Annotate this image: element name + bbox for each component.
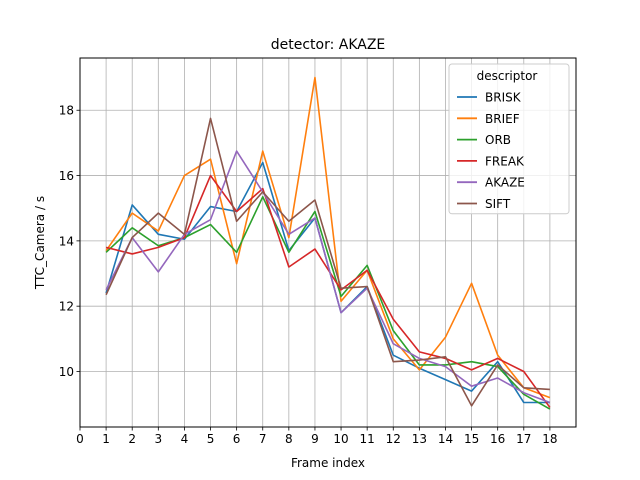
x-tick-label: 4 — [181, 432, 189, 446]
legend-box — [448, 63, 570, 215]
x-tick-label: 6 — [233, 432, 241, 446]
x-tick-label: 0 — [76, 432, 84, 446]
series-line-brief — [105, 76, 551, 399]
x-tick-label: 16 — [490, 432, 505, 446]
legend-label-brief: BRIEF — [485, 112, 520, 126]
plot-frame — [79, 57, 577, 428]
legend-label-akaze: AKAZE — [485, 176, 525, 190]
x-tick-label: 8 — [285, 432, 293, 446]
x-tick-label: 17 — [516, 432, 531, 446]
x-tick-label: 1 — [102, 432, 110, 446]
x-tick-label: 18 — [542, 432, 557, 446]
x-tick-label: 3 — [154, 432, 162, 446]
legend-label-freak: FREAK — [485, 154, 525, 168]
legend-title: descriptor — [477, 69, 538, 83]
x-axis-ticks: 0 1 2 3 4 5 6 7 8 9 10 11 12 13 14 15 16 17 18 — [76, 427, 558, 446]
x-tick-label: 9 — [311, 432, 319, 446]
series-line-sift — [105, 117, 550, 407]
y-tick-label: 12 — [59, 300, 74, 314]
chart-title: detector: AKAZE — [271, 37, 386, 53]
series-lines — [105, 76, 551, 410]
y-tick-label: 16 — [59, 169, 74, 183]
legend-label-sift: SIFT — [485, 197, 511, 211]
legend: descriptor BRISK BRIEF ORB FREAK AKAZE SIFT — [448, 63, 570, 215]
y-tick-label: 18 — [59, 104, 74, 118]
x-tick-label: 15 — [464, 432, 479, 446]
x-tick-label: 5 — [207, 432, 215, 446]
x-tick-label: 11 — [360, 432, 375, 446]
y-axis-ticks: 10 12 14 16 18 — [59, 104, 80, 379]
legend-label-brisk: BRISK — [485, 91, 522, 105]
y-tick-label: 10 — [59, 365, 74, 379]
legend-label-orb: ORB — [485, 133, 511, 147]
y-tick-label: 14 — [59, 234, 74, 248]
x-tick-label: 12 — [386, 432, 401, 446]
y-axis-label: TTC_Camera / s — [33, 196, 47, 290]
x-tick-label: 14 — [438, 432, 453, 446]
x-tick-label: 7 — [259, 432, 267, 446]
x-tick-label: 13 — [412, 432, 427, 446]
x-tick-label: 10 — [333, 432, 348, 446]
series-line-akaze — [105, 150, 551, 404]
x-tick-label: 2 — [128, 432, 136, 446]
x-axis-label: Frame index — [291, 456, 365, 470]
